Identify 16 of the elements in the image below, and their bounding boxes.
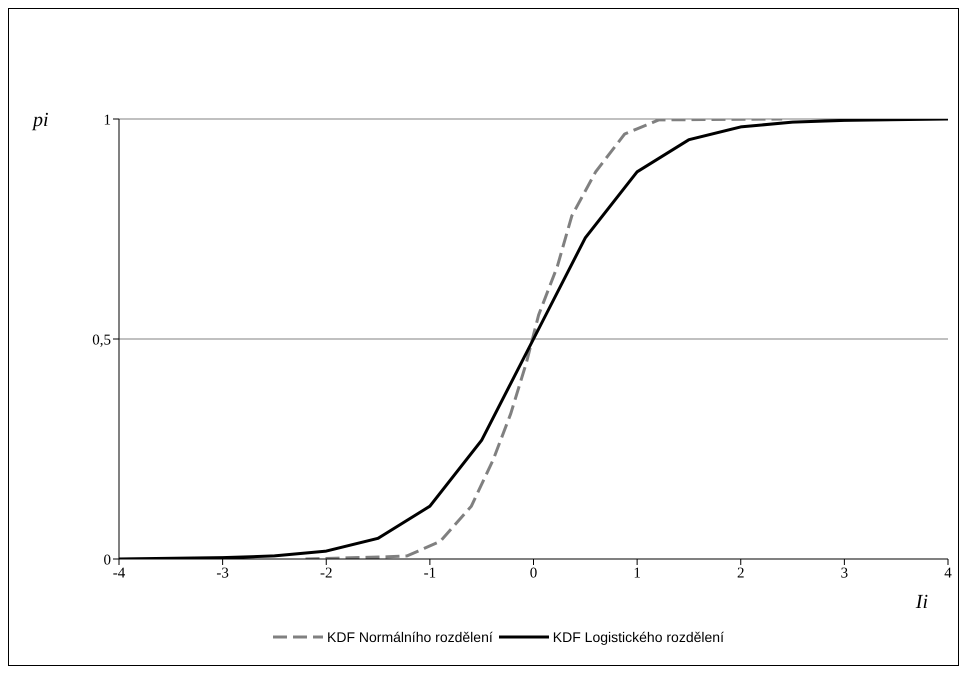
x-tick-label: 0	[530, 566, 538, 582]
x-tick-label: 1	[633, 566, 641, 582]
x-axis-title: Ii	[916, 591, 928, 614]
x-tick-label: 2	[737, 566, 744, 582]
y-axis-title: pi	[33, 109, 49, 132]
y-tick-label: 0	[104, 552, 111, 568]
x-tick-label: -3	[216, 566, 229, 582]
legend-label: KDF Normálního rozdělení	[327, 629, 493, 645]
legend-label: KDF Logistického rozdělení	[552, 629, 724, 645]
x-tick-label: -1	[424, 566, 436, 582]
x-tick-label: -2	[320, 566, 332, 582]
x-tick-label: -4	[112, 566, 126, 582]
y-tick-label: 1	[104, 112, 111, 128]
x-tick-label: 3	[840, 566, 848, 582]
x-tick-label: 4	[944, 566, 952, 582]
y-tick-label: 0,5	[92, 332, 111, 348]
